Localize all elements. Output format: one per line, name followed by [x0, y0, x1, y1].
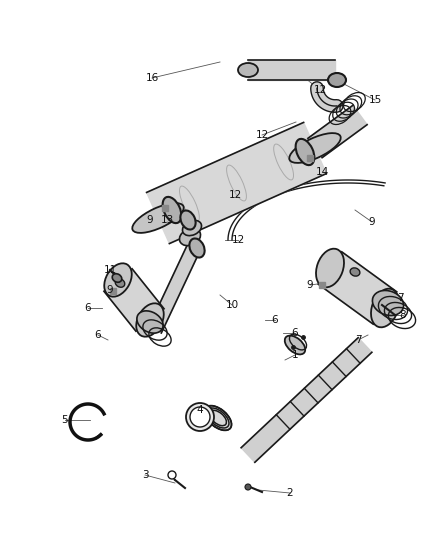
Ellipse shape	[183, 220, 201, 236]
Ellipse shape	[180, 211, 196, 230]
Ellipse shape	[285, 336, 305, 354]
Ellipse shape	[328, 73, 346, 87]
Text: 16: 16	[145, 73, 159, 83]
Ellipse shape	[162, 197, 181, 223]
Ellipse shape	[112, 274, 122, 282]
Text: 14: 14	[315, 167, 328, 177]
Text: 11: 11	[103, 265, 117, 275]
Polygon shape	[241, 338, 372, 462]
Text: 9: 9	[369, 217, 375, 227]
Polygon shape	[248, 60, 335, 80]
Ellipse shape	[205, 406, 232, 430]
Text: 12: 12	[228, 190, 242, 200]
Text: 6: 6	[85, 303, 91, 313]
Text: 6: 6	[292, 328, 298, 338]
Text: 6: 6	[95, 330, 101, 340]
Ellipse shape	[180, 228, 201, 246]
Text: 7: 7	[397, 293, 403, 303]
Text: 10: 10	[226, 300, 239, 310]
Ellipse shape	[132, 203, 184, 233]
Ellipse shape	[104, 263, 132, 297]
Polygon shape	[148, 242, 201, 333]
Ellipse shape	[316, 249, 344, 287]
Circle shape	[245, 484, 251, 490]
Text: 15: 15	[368, 95, 381, 105]
Ellipse shape	[137, 311, 163, 333]
Ellipse shape	[238, 63, 258, 77]
Ellipse shape	[186, 403, 214, 431]
Text: 2: 2	[287, 488, 293, 498]
Text: 9: 9	[307, 280, 313, 290]
Text: 1: 1	[292, 350, 298, 360]
Text: 5: 5	[62, 415, 68, 425]
Text: 12: 12	[255, 130, 268, 140]
Text: 7: 7	[355, 335, 361, 345]
Circle shape	[168, 471, 176, 479]
Polygon shape	[147, 123, 326, 244]
Text: 6: 6	[272, 315, 278, 325]
Ellipse shape	[372, 290, 403, 316]
Polygon shape	[308, 106, 367, 158]
Ellipse shape	[350, 268, 360, 276]
Text: 9: 9	[147, 215, 153, 225]
Ellipse shape	[289, 133, 341, 163]
Ellipse shape	[296, 139, 314, 165]
Text: 4: 4	[197, 405, 203, 415]
Ellipse shape	[136, 303, 164, 337]
Text: 12: 12	[231, 235, 245, 245]
Ellipse shape	[371, 289, 399, 327]
Text: 13: 13	[160, 215, 173, 225]
Ellipse shape	[115, 279, 125, 287]
Text: 8: 8	[400, 310, 406, 320]
Polygon shape	[318, 252, 397, 324]
Polygon shape	[104, 269, 164, 331]
Ellipse shape	[189, 238, 205, 257]
Ellipse shape	[190, 407, 210, 427]
Text: 9: 9	[107, 285, 113, 295]
Text: 12: 12	[313, 85, 327, 95]
Text: 3: 3	[141, 470, 148, 480]
